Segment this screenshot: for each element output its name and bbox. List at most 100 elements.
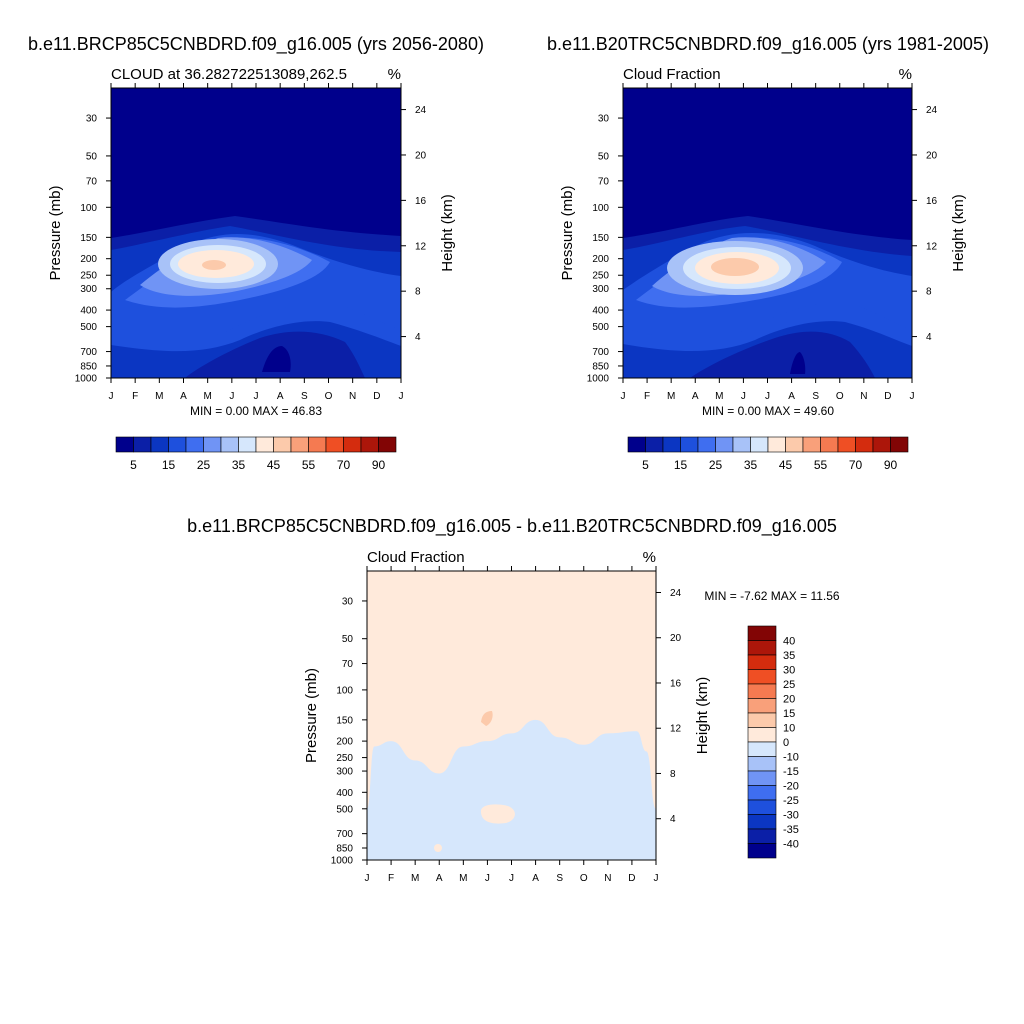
colorbar-swatch	[747, 843, 777, 859]
x-tick-label: J	[765, 391, 770, 402]
pressure-tick-label: 850	[336, 843, 353, 854]
colorbar-swatch	[133, 436, 152, 453]
y-axis-label: Pressure (mb)	[559, 185, 576, 280]
panel-left-units: %	[388, 66, 401, 83]
panel-diff-label: Cloud Fraction	[367, 549, 465, 566]
colorbar-label: 0	[783, 737, 789, 749]
colorbar-swatch	[802, 436, 821, 453]
height-tick-label: 12	[926, 241, 938, 252]
colorbar-swatch	[378, 436, 397, 453]
colorbar-label: 30	[783, 665, 795, 677]
pressure-tick-label: 70	[86, 176, 98, 187]
height-tick-label: 20	[670, 633, 682, 644]
height-tick-label: 16	[670, 678, 682, 689]
pressure-tick-label: 400	[80, 306, 97, 317]
pressure-tick-label: 100	[336, 685, 353, 696]
colorbar-swatch	[308, 436, 327, 453]
colorbar-swatch	[360, 436, 379, 453]
colorbar-label: 90	[884, 458, 898, 472]
y2-axis-label: Height (km)	[950, 194, 967, 272]
colorbar-swatch	[168, 436, 187, 453]
colorbar-swatch	[680, 436, 699, 453]
colorbar-label: -20	[783, 781, 799, 793]
x-tick-label: O	[325, 391, 333, 402]
pressure-tick-label: 200	[336, 737, 353, 748]
panel-left-title: b.e11.BRCP85C5CNBDRD.f09_g16.005 (yrs 20…	[28, 34, 484, 55]
pressure-tick-label: 500	[336, 804, 353, 815]
panel-right-contours	[623, 88, 912, 378]
x-tick-label: J	[621, 391, 626, 402]
colorbar-swatch	[203, 436, 222, 453]
x-tick-label: A	[436, 873, 443, 884]
panel-left-contours	[111, 88, 401, 378]
colorbar-swatch	[185, 436, 204, 453]
colorbar-swatch	[645, 436, 664, 453]
height-tick-label: 24	[670, 588, 682, 599]
colorbar-swatch	[220, 436, 239, 453]
pressure-tick-label: 300	[336, 767, 353, 778]
pressure-tick-label: 1000	[75, 374, 98, 385]
x-tick-label: M	[459, 873, 467, 884]
panel-right-units: %	[899, 66, 912, 83]
colorbar-label: 25	[783, 679, 795, 691]
x-tick-label: J	[910, 391, 915, 402]
panel-right-stats: MIN = 0.00 MAX = 49.60	[702, 404, 834, 418]
colorbar-label: 35	[744, 458, 758, 472]
colorbar-swatch	[747, 741, 777, 757]
panel-left-stats: MIN = 0.00 MAX = 46.83	[190, 404, 322, 418]
pressure-tick-label: 150	[336, 715, 353, 726]
pressure-tick-label: 850	[592, 361, 609, 372]
colorbar-label: 5	[130, 458, 137, 472]
x-tick-label: M	[667, 391, 675, 402]
panel-right-colorbar: 5 15 25 35 45 55 70 90	[627, 436, 909, 472]
colorbar-label: 25	[709, 458, 723, 472]
colorbar-swatch	[747, 712, 777, 728]
colorbar-label: 55	[814, 458, 828, 472]
colorbar-swatch	[747, 727, 777, 743]
colorbar-label: 35	[232, 458, 246, 472]
x-tick-label: O	[580, 873, 588, 884]
colorbar-swatch	[747, 654, 777, 670]
pressure-tick-label: 30	[342, 596, 354, 607]
colorbar-swatch	[747, 756, 777, 772]
x-tick-label: A	[277, 391, 284, 402]
x-tick-label: D	[628, 873, 635, 884]
colorbar-swatch	[785, 436, 804, 453]
colorbar-swatch	[837, 436, 856, 453]
height-tick-label: 16	[926, 196, 938, 207]
pressure-tick-label: 250	[592, 271, 609, 282]
colorbar-swatch	[150, 436, 169, 453]
colorbar-label: 20	[783, 694, 795, 706]
colorbar-swatch	[820, 436, 839, 453]
colorbar-label: 90	[372, 458, 386, 472]
pressure-tick-label: 150	[592, 233, 609, 244]
colorbar-label: 45	[267, 458, 281, 472]
panel-diff-axes: J F M A M J J A S O N D J 30 50 70 100 150 200 250 300 400 500…	[303, 566, 711, 884]
pressure-tick-label: 200	[80, 254, 97, 265]
colorbar-swatch	[697, 436, 716, 453]
x-tick-label: M	[411, 873, 419, 884]
x-tick-label: M	[155, 391, 163, 402]
panel-diff-title: b.e11.BRCP85C5CNBDRD.f09_g16.005 - b.e11…	[187, 516, 837, 537]
x-tick-label: J	[254, 391, 259, 402]
colorbar-label: -15	[783, 766, 799, 778]
panel-right-title: b.e11.B20TRC5CNBDRD.f09_g16.005 (yrs 198…	[547, 34, 989, 55]
colorbar-label: 35	[783, 650, 795, 662]
pressure-tick-label: 400	[592, 306, 609, 317]
height-tick-label: 4	[415, 332, 421, 343]
x-tick-label: J	[109, 391, 114, 402]
x-tick-label: O	[836, 391, 844, 402]
height-tick-label: 16	[415, 196, 427, 207]
height-tick-label: 8	[926, 287, 932, 298]
height-tick-label: 8	[415, 287, 421, 298]
panel-left-label: CLOUD at 36.282722513089,262.5	[111, 66, 347, 83]
pressure-tick-label: 50	[342, 634, 354, 645]
colorbar-swatch	[343, 436, 362, 453]
colorbar-swatch	[872, 436, 891, 453]
x-tick-label: D	[373, 391, 380, 402]
colorbar-swatch	[747, 770, 777, 786]
pressure-tick-label: 50	[598, 151, 610, 162]
x-tick-label: N	[349, 391, 356, 402]
colorbar-swatch	[732, 436, 751, 453]
